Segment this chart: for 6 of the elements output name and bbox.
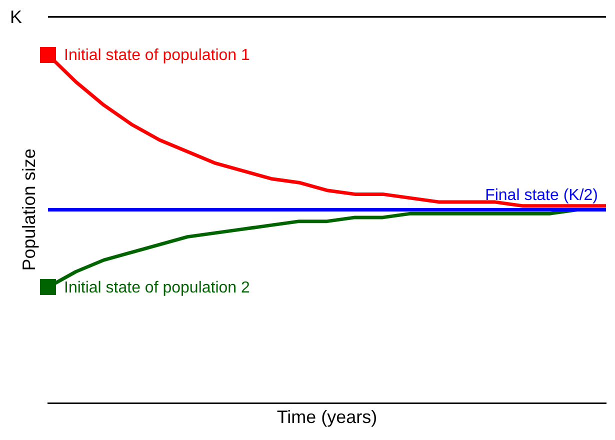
annotation: Initial state of population 1 (64, 47, 250, 64)
x-axis-title: Time (years) (276, 407, 378, 428)
series-label: Final state (K/2) (485, 187, 598, 204)
y-axis-title: Population size (18, 148, 39, 271)
series-label: K (10, 6, 22, 27)
annotation: Initial state of population 2 (64, 280, 250, 297)
